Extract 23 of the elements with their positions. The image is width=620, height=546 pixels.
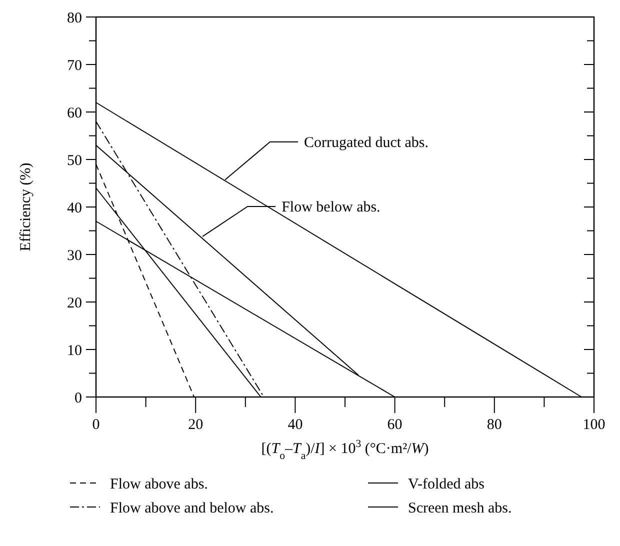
annotation: Flow below abs. xyxy=(282,200,380,216)
y-tick-label: 80 xyxy=(67,10,82,26)
x-tick-label: 0 xyxy=(92,417,100,433)
legend-label: Flow above and below abs. xyxy=(110,500,274,516)
legend-label: V-folded abs xyxy=(408,476,485,492)
y-tick-label: 30 xyxy=(67,248,82,264)
y-tick-label: 20 xyxy=(67,295,82,312)
legend-label: Screen mesh abs. xyxy=(408,500,512,516)
y-tick-label: 50 xyxy=(67,152,82,169)
text: [(T$_{o}$–T$_{a}$)/I] × 10$^{3}$ (°C·m²/W) xyxy=(261,438,429,462)
x-tick-label: 100 xyxy=(582,417,606,433)
x-tick-label: 20 xyxy=(188,417,204,433)
annotation: Corrugated duct abs. xyxy=(304,135,429,152)
y-tick-label: 0 xyxy=(74,390,82,406)
x-tick-label: 60 xyxy=(387,417,402,433)
x-tick-label: 40 xyxy=(288,417,303,433)
x-tick-label: 80 xyxy=(486,417,502,433)
y-tick-label: 10 xyxy=(67,342,82,359)
y-tick-label: 40 xyxy=(67,200,82,216)
y-tick-label: 70 xyxy=(67,58,82,74)
y-axis-title: Efficiency (%) xyxy=(18,162,34,252)
legend-label: Flow above abs. xyxy=(110,476,208,492)
y-tick-label: 60 xyxy=(67,105,82,122)
